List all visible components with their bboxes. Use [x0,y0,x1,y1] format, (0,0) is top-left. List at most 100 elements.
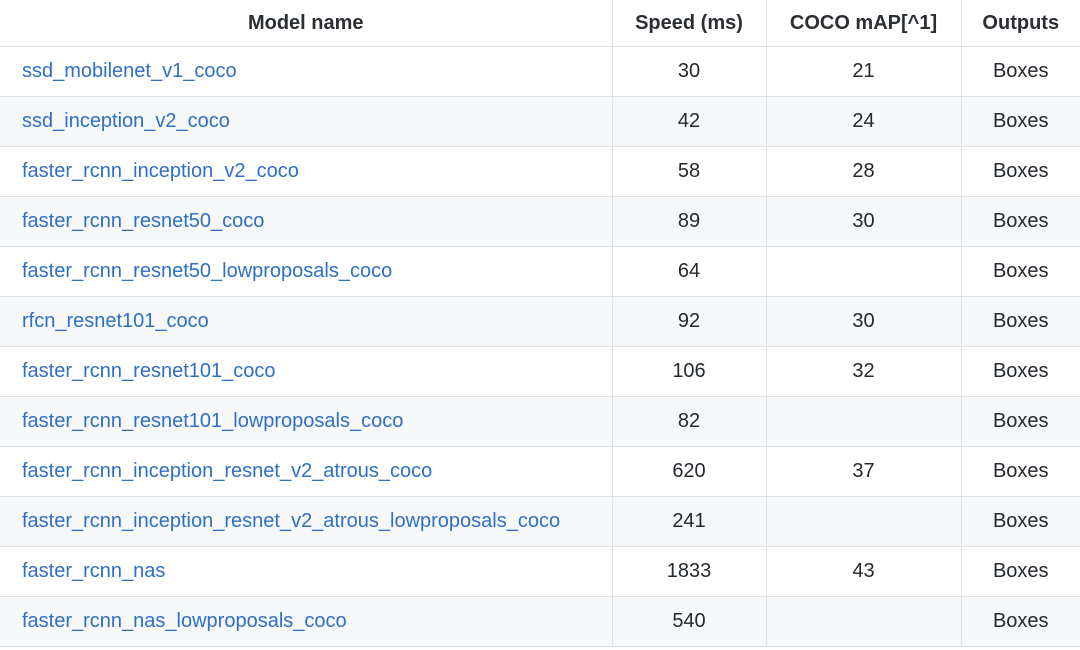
model-name-cell: faster_rcnn_resnet50_lowproposals_coco [0,246,613,297]
coco-map-value: 24 [852,110,875,132]
table-row: faster_rcnn_nas 1833 43 Boxes [0,546,1080,597]
speed-cell: 1833 [611,546,767,597]
model-link[interactable]: faster_rcnn_inception_resnet_v2_atrous_c… [22,460,433,482]
speed-value: 89 [677,210,701,232]
table-row: faster_rcnn_resnet101_coco 106 32 Boxes [0,346,1080,397]
outputs-value: Boxes [992,360,1049,382]
speed-cell: 620 [611,446,767,497]
speed-cell: 106 [611,346,767,397]
speed-value: 42 [677,110,701,132]
model-link[interactable]: faster_rcnn_resnet50_lowproposals_coco [22,260,393,282]
table-row: faster_rcnn_inception_resnet_v2_atrous_c… [0,446,1080,497]
outputs-cell: Boxes [960,596,1080,647]
outputs-value: Boxes [992,160,1049,182]
speed-cell: 241 [611,496,767,547]
model-name-cell: faster_rcnn_resnet101_lowproposals_coco [0,396,613,447]
outputs-value: Boxes [992,110,1049,132]
outputs-value: Boxes [992,310,1049,332]
coco-map-value: 21 [852,60,875,82]
speed-cell: 92 [611,296,767,347]
coco-map-cell [765,396,962,447]
coco-map-cell: 24 [765,96,962,147]
coco-map-value: 28 [852,160,875,182]
outputs-cell: Boxes [960,46,1080,97]
header-model-name: Model name [0,0,613,47]
header-outputs: Outputs [960,0,1080,47]
speed-cell: 82 [611,396,767,447]
model-link[interactable]: faster_rcnn_resnet50_coco [22,210,265,232]
model-link[interactable]: faster_rcnn_nas [22,560,166,582]
model-name-cell: faster_rcnn_nas_lowproposals_coco [0,596,613,647]
model-name-cell: faster_rcnn_resnet101_coco [0,346,613,397]
model-link[interactable]: ssd_inception_v2_coco [22,110,230,132]
outputs-cell: Boxes [960,546,1080,597]
speed-value: 58 [677,160,701,182]
speed-value: 540 [672,610,706,632]
table-header-row: Model name Speed (ms) COCO mAP[^1] Outpu… [0,0,1080,47]
model-name-cell: ssd_mobilenet_v1_coco [0,46,613,97]
coco-map-value: 37 [852,460,875,482]
coco-map-cell: 21 [765,46,962,97]
outputs-value: Boxes [992,260,1049,282]
coco-map-cell: 30 [765,196,962,247]
speed-cell: 42 [611,96,767,147]
table-row: rfcn_resnet101_coco 92 30 Boxes [0,296,1080,347]
header-coco-map: COCO mAP[^1] [765,0,962,47]
table-row: faster_rcnn_nas_lowproposals_coco 540 Boxe… [0,596,1080,647]
coco-map-value: 30 [852,310,875,332]
outputs-value: Boxes [992,410,1049,432]
model-link[interactable]: ssd_mobilenet_v1_coco [22,60,237,82]
speed-value: 30 [677,60,701,82]
table-row: faster_rcnn_inception_resnet_v2_atrous_l… [0,496,1080,547]
table-row: faster_rcnn_inception_v2_coco 58 28 Boxes [0,146,1080,197]
coco-map-value: 32 [852,360,875,382]
outputs-value: Boxes [992,60,1049,82]
speed-cell: 540 [611,596,767,647]
model-name-cell: rfcn_resnet101_coco [0,296,613,347]
model-link[interactable]: faster_rcnn_resnet101_lowproposals_coco [22,410,404,432]
coco-map-cell: 37 [765,446,962,497]
outputs-value: Boxes [992,560,1049,582]
model-name-cell: ssd_inception_v2_coco [0,96,613,147]
model-name-cell: faster_rcnn_inception_resnet_v2_atrous_l… [0,496,613,547]
coco-map-cell: 32 [765,346,962,397]
model-name-cell: faster_rcnn_inception_resnet_v2_atrous_c… [0,446,613,497]
header-speed: Speed (ms) [611,0,767,47]
speed-value: 64 [677,260,701,282]
speed-value: 82 [677,410,701,432]
model-link[interactable]: faster_rcnn_resnet101_coco [22,360,276,382]
outputs-cell: Boxes [960,346,1080,397]
outputs-cell: Boxes [960,96,1080,147]
coco-map-cell [765,596,962,647]
outputs-cell: Boxes [960,196,1080,247]
coco-map-cell [765,246,962,297]
table-row: faster_rcnn_resnet50_lowproposals_coco 64… [0,246,1080,297]
outputs-value: Boxes [992,460,1049,482]
model-name-cell: faster_rcnn_resnet50_coco [0,196,613,247]
outputs-value: Boxes [992,610,1049,632]
model-link[interactable]: rfcn_resnet101_coco [22,310,209,332]
speed-value: 1833 [666,560,712,582]
model-name-cell: faster_rcnn_nas [0,546,613,597]
speed-value: 92 [677,310,701,332]
model-link[interactable]: faster_rcnn_inception_v2_coco [22,160,299,182]
coco-map-value: 30 [852,210,875,232]
coco-map-cell [765,496,962,547]
outputs-cell: Boxes [960,446,1080,497]
coco-map-value: 43 [852,560,875,582]
outputs-cell: Boxes [960,296,1080,347]
coco-map-cell: 43 [765,546,962,597]
model-name-cell: faster_rcnn_inception_v2_coco [0,146,613,197]
speed-cell: 89 [611,196,767,247]
model-link[interactable]: faster_rcnn_inception_resnet_v2_atrous_l… [22,510,561,532]
outputs-value: Boxes [992,210,1049,232]
speed-cell: 58 [611,146,767,197]
model-link[interactable]: faster_rcnn_nas_lowproposals_coco [22,610,347,632]
speed-value: 241 [672,510,706,532]
outputs-value: Boxes [992,510,1049,532]
speed-value: 620 [672,460,706,482]
outputs-cell: Boxes [960,146,1080,197]
speed-cell: 64 [611,246,767,297]
table-row: ssd_inception_v2_coco 42 24 Boxes [0,96,1080,147]
table-row: ssd_mobilenet_v1_coco 30 21 Boxes [0,46,1080,97]
